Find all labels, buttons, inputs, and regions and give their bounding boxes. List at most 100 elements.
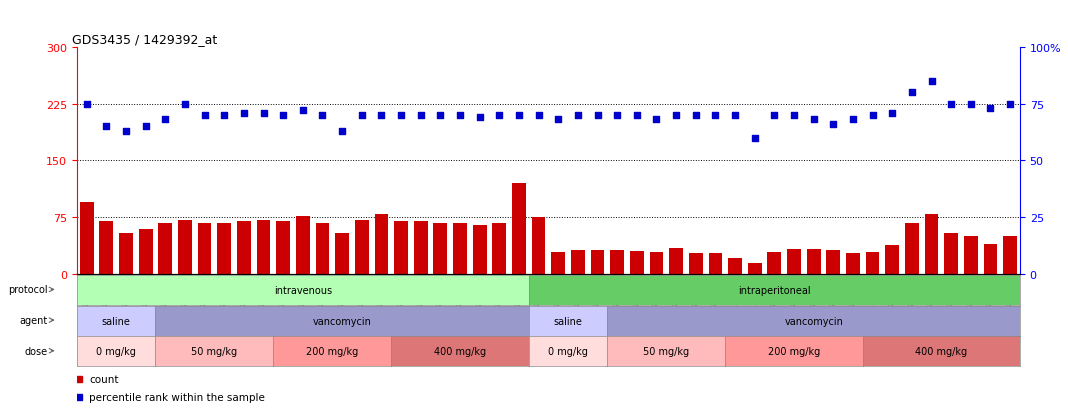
Bar [394,222,408,275]
Text: saline: saline [101,316,130,326]
Text: 0 mg/kg: 0 mg/kg [548,347,588,356]
Point [864,112,881,119]
Point [923,78,940,85]
Point [883,110,900,116]
Bar [492,223,506,275]
Bar [748,263,761,275]
Point [1002,101,1019,108]
Bar [944,233,958,275]
Text: 0 mg/kg: 0 mg/kg [96,347,136,356]
Bar [806,249,820,275]
Bar [728,258,742,275]
Point [668,112,685,119]
Bar [905,224,918,275]
Point [550,117,567,123]
Bar [512,184,525,275]
Text: 200 mg/kg: 200 mg/kg [768,347,820,356]
Point [785,112,802,119]
Bar [925,214,939,275]
Bar [256,220,270,275]
Bar [649,253,663,275]
Bar [787,249,801,275]
Point [452,112,469,119]
Bar [551,252,565,275]
Bar [689,254,703,275]
Text: intraperitoneal: intraperitoneal [738,285,811,295]
Bar [413,222,427,275]
Bar [296,216,310,275]
Text: GDS3435 / 1429392_at: GDS3435 / 1429392_at [73,33,218,46]
Point [354,112,371,119]
Bar [1003,237,1017,275]
Point [197,112,214,119]
Text: protocol: protocol [9,285,48,295]
Bar [964,237,977,275]
Bar [827,250,841,275]
Point [176,101,193,108]
Bar [630,251,644,275]
Point [530,112,547,119]
Text: percentile rank within the sample: percentile rank within the sample [89,392,265,402]
Bar [610,250,624,275]
Bar [335,233,349,275]
Point [981,106,999,112]
Point [471,115,488,121]
Point [726,112,743,119]
Point [687,112,704,119]
Point [412,112,429,119]
Point [78,101,95,108]
Point [845,117,862,123]
Point [904,90,921,96]
Bar [571,250,585,275]
Point [295,108,312,114]
Point [216,112,233,119]
Point [274,112,292,119]
Point [255,110,272,116]
Text: vancomycin: vancomycin [784,316,843,326]
Bar [198,223,211,275]
Point [431,112,449,119]
Bar [984,244,998,275]
Point [707,112,724,119]
Point [962,101,979,108]
Text: 400 mg/kg: 400 mg/kg [915,347,968,356]
Text: intravenous: intravenous [273,285,332,295]
Bar [846,254,860,275]
Text: dose: dose [25,346,48,356]
Text: 50 mg/kg: 50 mg/kg [191,347,237,356]
Point [609,112,626,119]
Text: vancomycin: vancomycin [313,316,372,326]
Bar [532,218,546,275]
Point [805,117,822,123]
Bar [99,222,113,275]
Point [137,124,154,131]
Point [943,101,960,108]
Bar [218,223,231,275]
Bar [139,229,153,275]
Point [628,112,645,119]
Point [117,128,135,135]
Bar [885,246,899,275]
Point [235,110,252,116]
Point [333,128,350,135]
Bar [768,252,781,275]
Bar [453,223,467,275]
Point [511,112,528,119]
Point [373,112,390,119]
Text: 400 mg/kg: 400 mg/kg [434,347,486,356]
Bar [670,248,684,275]
Point [588,112,606,119]
Bar [316,223,329,275]
Text: count: count [89,374,119,384]
Bar [237,222,251,275]
Point [648,117,665,123]
Bar [591,250,604,275]
Bar [708,254,722,275]
Bar [473,225,487,275]
Bar [158,223,172,275]
Text: saline: saline [553,316,582,326]
Bar [355,220,368,275]
Point [824,121,842,128]
Point [393,112,410,119]
Bar [277,222,290,275]
